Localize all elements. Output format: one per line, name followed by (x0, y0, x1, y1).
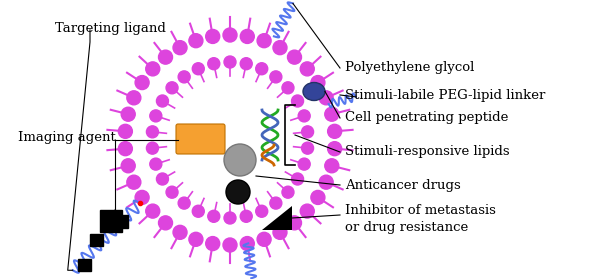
Circle shape (300, 204, 314, 218)
Circle shape (273, 41, 287, 55)
Circle shape (300, 62, 314, 76)
Circle shape (292, 173, 304, 185)
Circle shape (146, 142, 158, 154)
Circle shape (328, 124, 341, 138)
Circle shape (302, 142, 314, 154)
Circle shape (158, 50, 173, 64)
Circle shape (150, 158, 162, 170)
Circle shape (206, 237, 220, 251)
Circle shape (158, 216, 173, 230)
Circle shape (257, 232, 271, 246)
Circle shape (287, 50, 301, 64)
Text: Stimuli-labile PEG-lipid linker: Stimuli-labile PEG-lipid linker (345, 88, 545, 102)
Text: Polyethylene glycol: Polyethylene glycol (345, 61, 475, 74)
Circle shape (223, 238, 237, 252)
Circle shape (178, 71, 190, 83)
Circle shape (166, 82, 178, 94)
Circle shape (121, 107, 135, 121)
Circle shape (127, 175, 141, 189)
Circle shape (146, 62, 160, 76)
Circle shape (325, 107, 339, 121)
Circle shape (178, 197, 190, 209)
Circle shape (270, 71, 282, 83)
Circle shape (192, 63, 204, 75)
Circle shape (282, 186, 294, 198)
Circle shape (223, 28, 237, 42)
Circle shape (173, 225, 187, 239)
Text: Cell penetrating peptide: Cell penetrating peptide (345, 112, 508, 124)
Circle shape (257, 34, 271, 48)
Circle shape (157, 173, 169, 185)
Circle shape (135, 191, 149, 205)
Circle shape (118, 142, 133, 156)
Circle shape (319, 175, 333, 189)
Ellipse shape (303, 83, 325, 100)
Circle shape (240, 29, 254, 44)
Circle shape (311, 191, 325, 205)
Text: Imaging agent: Imaging agent (18, 131, 116, 145)
Circle shape (256, 63, 268, 75)
Polygon shape (262, 206, 292, 230)
Circle shape (273, 225, 287, 239)
Circle shape (208, 58, 220, 70)
Circle shape (157, 95, 169, 107)
Circle shape (325, 159, 339, 173)
Circle shape (298, 110, 310, 122)
Text: Anticancer drugs: Anticancer drugs (345, 179, 461, 191)
Circle shape (224, 56, 236, 68)
Circle shape (146, 126, 158, 138)
Circle shape (256, 205, 268, 217)
Circle shape (226, 180, 250, 204)
Circle shape (189, 232, 203, 246)
Circle shape (192, 205, 204, 217)
Text: Stimuli-responsive lipids: Stimuli-responsive lipids (345, 146, 509, 158)
Circle shape (173, 41, 187, 55)
FancyBboxPatch shape (176, 124, 225, 154)
Circle shape (292, 95, 304, 107)
Circle shape (118, 124, 133, 138)
Circle shape (135, 76, 149, 90)
Circle shape (287, 216, 301, 230)
Circle shape (224, 144, 256, 176)
Circle shape (319, 91, 333, 105)
Circle shape (311, 76, 325, 90)
Circle shape (302, 126, 314, 138)
Circle shape (170, 80, 290, 200)
Circle shape (270, 197, 282, 209)
Text: or drug resistance: or drug resistance (345, 222, 468, 235)
Circle shape (240, 210, 252, 222)
Circle shape (240, 237, 254, 251)
Circle shape (298, 158, 310, 170)
Circle shape (105, 15, 355, 265)
Circle shape (121, 159, 135, 173)
Text: Inhibitor of metastasis: Inhibitor of metastasis (345, 203, 496, 217)
Circle shape (150, 110, 162, 122)
Circle shape (224, 212, 236, 224)
Bar (100, 210, 122, 232)
Circle shape (127, 91, 141, 105)
Circle shape (166, 186, 178, 198)
Circle shape (240, 58, 252, 70)
Circle shape (206, 29, 220, 44)
Circle shape (282, 82, 294, 94)
Circle shape (189, 34, 203, 48)
Text: Targeting ligand: Targeting ligand (55, 22, 166, 35)
Circle shape (208, 210, 220, 222)
Circle shape (146, 204, 160, 218)
Circle shape (328, 142, 341, 156)
